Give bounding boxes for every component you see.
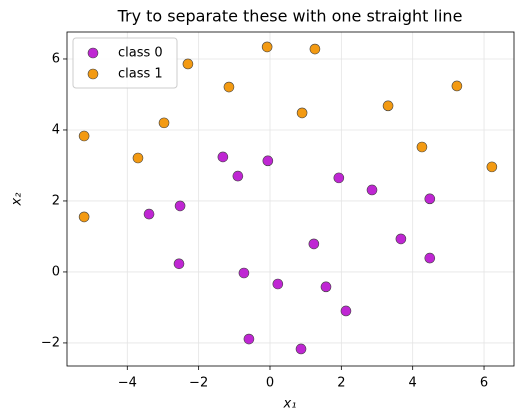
- point: [296, 107, 308, 119]
- point: [295, 343, 307, 355]
- legend-box: [72, 37, 178, 89]
- point: [340, 305, 352, 317]
- chart-title: Try to separate these with one straight …: [117, 7, 463, 26]
- point: [451, 80, 463, 92]
- y-tick-label: 0: [52, 264, 60, 279]
- x-tick-label: 6: [480, 376, 488, 391]
- legend-marker: [87, 68, 99, 80]
- y-tick-label: 2: [52, 193, 60, 208]
- point: [238, 267, 250, 279]
- y-tick-label: 6: [52, 51, 60, 66]
- x-axis-label: x₁: [283, 397, 297, 412]
- point: [217, 151, 229, 163]
- x-tick-label: 0: [266, 376, 274, 391]
- legend-label: class 1: [118, 67, 163, 82]
- point: [486, 161, 498, 173]
- point: [333, 172, 345, 184]
- x-tick-label: 4: [409, 376, 417, 391]
- point: [243, 333, 255, 345]
- point: [78, 211, 90, 223]
- point: [262, 155, 274, 167]
- point: [182, 58, 194, 70]
- point: [174, 200, 186, 212]
- point: [261, 41, 273, 53]
- point: [223, 81, 235, 93]
- point: [158, 117, 170, 129]
- point: [424, 252, 436, 264]
- point: [308, 238, 320, 250]
- point: [272, 278, 284, 290]
- point: [366, 184, 378, 196]
- point: [395, 233, 407, 245]
- x-tick-label: 2: [337, 376, 345, 391]
- point: [309, 43, 321, 55]
- point: [424, 193, 436, 205]
- y-tick-label: 4: [52, 122, 60, 137]
- legend-label: class 0: [118, 46, 163, 61]
- legend-marker: [87, 47, 99, 59]
- point: [132, 152, 144, 164]
- x-tick-label: −4: [118, 376, 137, 391]
- point: [78, 130, 90, 142]
- point: [320, 281, 332, 293]
- y-tick-label: −2: [41, 335, 60, 350]
- plot-frame: [66, 31, 515, 367]
- point: [232, 170, 244, 182]
- y-axis-label: x₂: [10, 193, 25, 207]
- point: [382, 100, 394, 112]
- point: [416, 141, 428, 153]
- point: [173, 258, 185, 270]
- x-tick-label: −2: [189, 376, 208, 391]
- point: [143, 208, 155, 220]
